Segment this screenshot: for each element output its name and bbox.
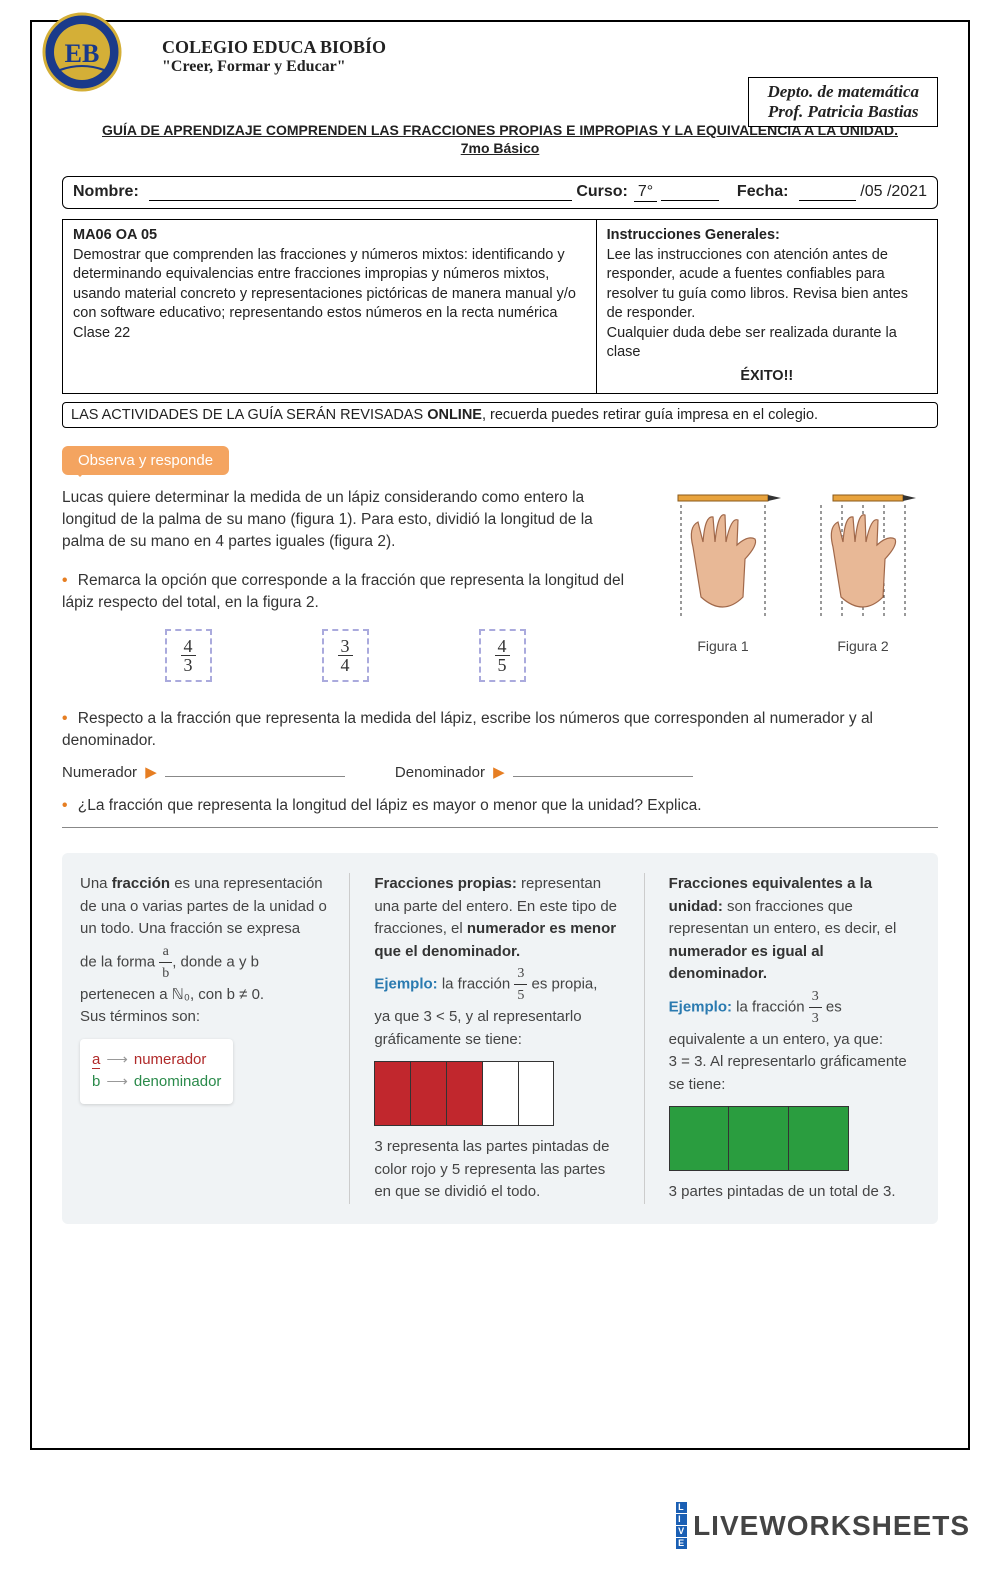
q1-para: • Remarca la opción que corresponde a la… — [62, 570, 628, 615]
instructions-right: Instrucciones Generales: Lee las instruc… — [597, 220, 937, 393]
name-label: Nombre: — [73, 183, 139, 202]
liveworksheets-watermark: L I V E LIVEWORKSHEETS — [676, 1502, 970, 1550]
watermark-badge: L I V E — [676, 1502, 687, 1550]
dept-line-2: Prof. Patricia Bastias — [767, 102, 919, 122]
objective-text: Demostrar que comprenden las fracciones … — [73, 246, 586, 324]
q2-para: • Respecto a la fracción que representa … — [62, 708, 938, 753]
instructions-title: Instrucciones Generales: — [607, 226, 927, 246]
bullet-icon: • — [62, 572, 67, 589]
fraction-option-2[interactable]: 34 — [322, 629, 369, 682]
figure-1-label: Figura 1 — [658, 636, 788, 656]
fraction-option-1[interactable]: 43 — [165, 629, 212, 682]
figure-2-label: Figura 2 — [798, 636, 928, 656]
svg-text:EB: EB — [65, 39, 100, 68]
numerator-field: Numerador ▶ — [62, 761, 345, 781]
intro-paragraph: Lucas quiere determinar la medida de un … — [62, 487, 628, 702]
arrow-icon: ▶ — [145, 764, 157, 781]
course-label: Curso: — [576, 183, 628, 202]
q3-text: ¿La fracción que representa la longitud … — [78, 797, 702, 814]
denominator-field: Denominador ▶ — [395, 761, 693, 781]
denominator-input-line[interactable] — [513, 761, 693, 777]
terms-box: a⟶numerador b⟶denominador — [80, 1039, 233, 1104]
bullet-icon: • — [62, 797, 67, 814]
school-name: COLEGIO EDUCA BIOBÍO — [162, 37, 386, 58]
numerator-denominator-row: Numerador ▶ Denominador ▶ — [62, 761, 968, 781]
denominator-label: Denominador — [395, 764, 485, 781]
worksheet-page: EB COLEGIO EDUCA BIOBÍO "Creer, Formar y… — [30, 20, 970, 1450]
instruction-2: Cualquier duda debe ser realizada durant… — [607, 324, 927, 363]
q3-section: • ¿La fracción que representa la longitu… — [62, 795, 938, 817]
department-box: Depto. de matemática Prof. Patricia Bast… — [748, 77, 938, 127]
arrow-icon: ⟶ — [106, 1073, 128, 1090]
q1-text: Remarca la opción que corresponde a la f… — [62, 572, 624, 611]
school-motto: "Creer, Formar y Educar" — [162, 58, 386, 76]
revision-bold: ONLINE — [427, 407, 482, 423]
exito-text: ÉXITO!! — [607, 367, 927, 387]
bullet-icon: • — [62, 710, 67, 727]
def-col-2: Fracciones propias: representan una part… — [374, 873, 644, 1204]
numerator-input-line[interactable] — [165, 761, 345, 777]
hand-figures: Figura 1 Figura 2 — [648, 487, 938, 702]
figure-2: Figura 2 — [798, 487, 928, 657]
date-label: Fecha: — [737, 183, 789, 202]
objective-box: MA06 OA 05 Demostrar que comprenden las … — [62, 219, 938, 394]
class-number: Clase 22 — [73, 324, 586, 344]
fraction-options: 43 34 45 — [62, 629, 628, 682]
objective-code: MA06 OA 05 — [73, 226, 586, 246]
def-col-1: Una fracción es una representación de un… — [80, 873, 350, 1204]
definitions-box: Una fracción es una representación de un… — [62, 853, 938, 1224]
name-input-line[interactable] — [149, 183, 573, 201]
numerator-label: Numerador — [62, 764, 137, 781]
grade-level: 7mo Básico — [32, 140, 968, 156]
date-input-line[interactable] — [799, 183, 857, 201]
figure-1: Figura 1 — [658, 487, 788, 657]
course-value: 7° — [634, 183, 657, 202]
revision-note: LAS ACTIVIDADES DE LA GUÍA SERÁN REVISAD… — [62, 402, 938, 428]
arrow-icon: ⟶ — [106, 1051, 128, 1068]
unit-fraction-diagram — [669, 1106, 849, 1171]
def-col-3: Fracciones equivalentes a la unidad: son… — [669, 873, 920, 1204]
proper-fraction-diagram — [374, 1061, 554, 1126]
watermark-text: LIVEWORKSHEETS — [693, 1510, 970, 1542]
dept-line-1: Depto. de matemática — [767, 82, 919, 102]
fraction-option-3[interactable]: 45 — [479, 629, 526, 682]
observe-tag: Observa y responde — [62, 446, 229, 475]
intro-section: Lucas quiere determinar la medida de un … — [62, 487, 938, 702]
answer-line[interactable] — [62, 827, 938, 828]
arrow-icon: ▶ — [493, 764, 505, 781]
date-suffix: /05 /2021 — [860, 183, 927, 202]
instruction-1: Lee las instrucciones con atención antes… — [607, 246, 927, 324]
header-text: COLEGIO EDUCA BIOBÍO "Creer, Formar y Ed… — [162, 37, 386, 76]
student-info-row: Nombre: Curso: 7° Fecha: /05 /2021 — [62, 176, 938, 209]
q3-para: • ¿La fracción que representa la longitu… — [62, 795, 938, 817]
objective-left: MA06 OA 05 Demostrar que comprenden las … — [63, 220, 597, 393]
course-extra-line[interactable] — [661, 183, 719, 201]
intro-text: Lucas quiere determinar la medida de un … — [62, 487, 628, 554]
school-logo: EB — [42, 12, 122, 92]
revision-suffix: , recuerda puedes retirar guía impresa e… — [482, 407, 818, 423]
q2-text: Respecto a la fracción que representa la… — [62, 710, 873, 749]
revision-prefix: LAS ACTIVIDADES DE LA GUÍA SERÁN REVISAD… — [71, 407, 427, 423]
q2-section: • Respecto a la fracción que representa … — [62, 708, 938, 753]
